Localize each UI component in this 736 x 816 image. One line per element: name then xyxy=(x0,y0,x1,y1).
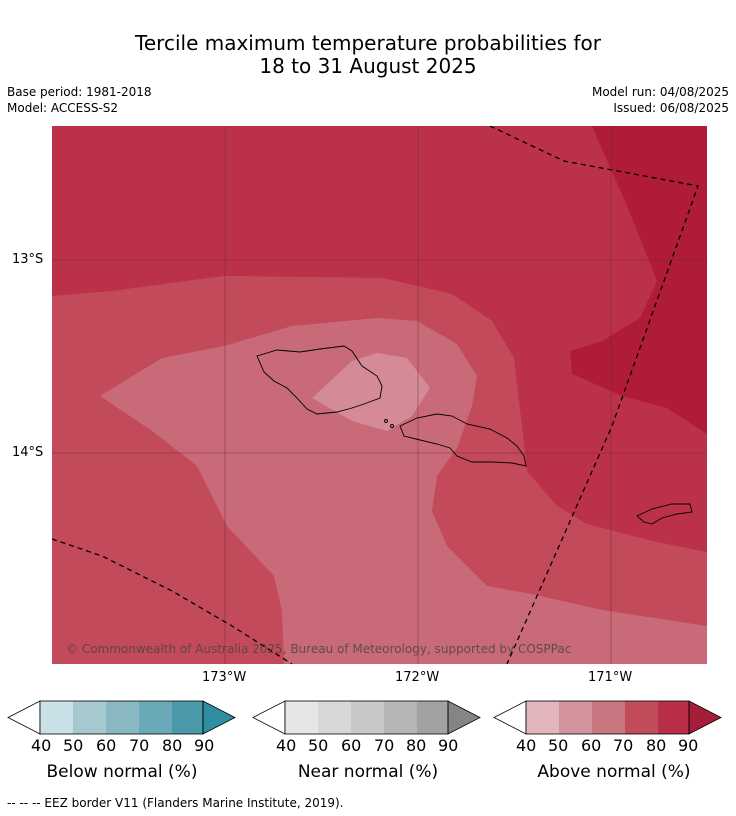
colorbar-above xyxy=(493,700,722,735)
cb-near-tick: 40 xyxy=(276,736,297,755)
cb-below-tick: 40 xyxy=(31,736,52,755)
model-run: Model run: 04/08/2025 xyxy=(591,85,729,99)
cb-near-tick: 50 xyxy=(308,736,329,755)
region-above-70 xyxy=(100,318,707,664)
region-above-max xyxy=(570,126,707,434)
colorbar-below-min-triangle xyxy=(7,700,41,735)
lon-label-173w: 173°W xyxy=(202,670,247,685)
colorbar-above-swatch xyxy=(658,701,689,734)
cb-near-tick: 60 xyxy=(341,736,362,755)
colorbar-near-swatch xyxy=(351,701,384,734)
colorbar-below-swatch xyxy=(172,701,203,734)
savaii-island xyxy=(256,345,383,415)
cb-above-tick: 60 xyxy=(581,736,602,755)
cb-below-tick: 70 xyxy=(129,736,150,755)
colorbar-below-swatch xyxy=(73,701,106,734)
eez-legend-footer: -- -- -- EEZ border V11 (Flanders Marine… xyxy=(7,796,344,810)
tutuila-island xyxy=(636,503,693,525)
copyright-text: © Commonwealth of Australia 2025, Bureau… xyxy=(66,642,571,656)
colorbar-near-min-triangle xyxy=(252,700,286,735)
upolu-island xyxy=(399,413,527,467)
issued-date: Issued: 06/08/2025 xyxy=(613,101,729,115)
colorbars xyxy=(7,700,722,735)
cb-below-title: Below normal (%) xyxy=(46,762,198,782)
cb-below-tick: 80 xyxy=(162,736,183,755)
cb-below-tick: 90 xyxy=(194,736,215,755)
colorbar-near-swatch xyxy=(318,701,351,734)
map-title-line1: Tercile maximum temperature probabilitie… xyxy=(135,31,601,55)
coastlines xyxy=(256,345,693,525)
cb-below-tick: 50 xyxy=(63,736,84,755)
colorbar-below-swatch xyxy=(106,701,139,734)
colorbar-near-swatch xyxy=(384,701,417,734)
cb-above-tick: 80 xyxy=(646,736,667,755)
colorbar-near xyxy=(252,700,481,735)
lon-label-172w: 172°W xyxy=(395,670,440,685)
colorbar-above-swatch xyxy=(526,701,559,734)
colorbar-below-swatch xyxy=(40,701,73,734)
lat-label-13s: 13°S xyxy=(12,252,44,267)
colorbar-near-swatch xyxy=(417,701,448,734)
region-above-90 xyxy=(52,126,707,552)
region-above-60 xyxy=(312,353,430,431)
colorbar-above-swatch xyxy=(559,701,592,734)
colorbar-above-max-triangle xyxy=(688,700,722,735)
model-name: Model: ACCESS-S2 xyxy=(7,101,119,115)
cb-near-tick: 70 xyxy=(374,736,395,755)
lon-label-171w: 171°W xyxy=(588,670,633,685)
probability-map[interactable]: © Commonwealth of Australia 2025, Bureau… xyxy=(52,126,707,664)
cb-above-tick: 70 xyxy=(613,736,634,755)
map-title-line2: 18 to 31 August 2025 xyxy=(259,54,477,78)
cb-above-tick: 50 xyxy=(548,736,569,755)
apolima-islet xyxy=(390,424,394,428)
colorbar-below-swatch xyxy=(139,701,172,734)
colorbar-near-max-triangle xyxy=(447,700,481,735)
cb-below-tick: 60 xyxy=(96,736,117,755)
manono-islet xyxy=(384,419,388,423)
lat-label-14s: 14°S xyxy=(12,445,44,460)
colorbar-near-swatch xyxy=(285,701,318,734)
colorbar-above-min-triangle xyxy=(493,700,527,735)
grid-lines xyxy=(52,126,707,664)
cb-near-title: Near normal (%) xyxy=(297,762,439,782)
cb-above-tick: 90 xyxy=(678,736,699,755)
cb-above-tick: 40 xyxy=(516,736,537,755)
colorbar-above-swatch xyxy=(625,701,658,734)
colorbar-below xyxy=(7,700,236,735)
cb-near-tick: 90 xyxy=(438,736,459,755)
cb-above-title: Above normal (%) xyxy=(537,762,691,782)
cb-near-tick: 80 xyxy=(406,736,427,755)
colorbar-above-swatch xyxy=(592,701,625,734)
colorbar-below-max-triangle xyxy=(202,700,236,735)
base-period: Base period: 1981-2018 xyxy=(7,85,152,99)
eez-border xyxy=(52,126,699,664)
